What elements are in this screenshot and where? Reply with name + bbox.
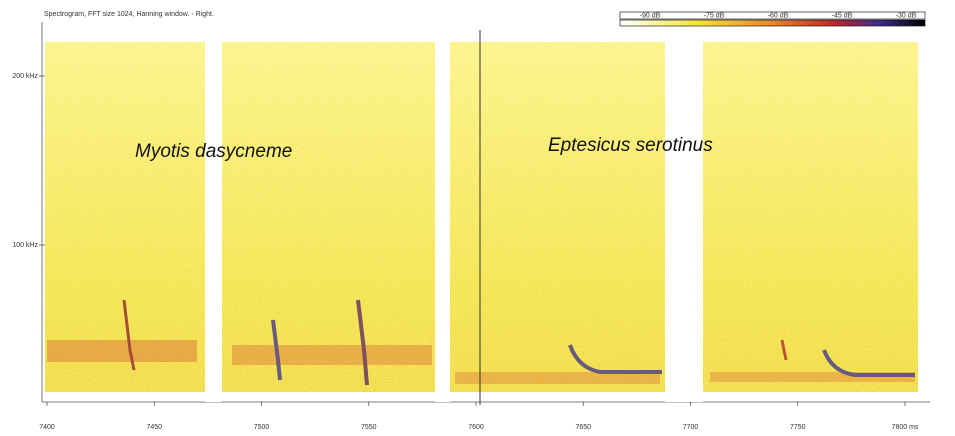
annotation: Myotis dasycneme xyxy=(135,141,292,162)
colorbar-label: -90 dB xyxy=(640,13,661,20)
page: {"header": {"title": "Spectrogram, FFT s… xyxy=(0,0,955,431)
x-tick-label: 7650 xyxy=(575,424,591,431)
y-tick-label: 100 kHz xyxy=(12,242,38,249)
y-tick-label: 200 kHz xyxy=(12,73,38,80)
x-tick-label: 7450 xyxy=(146,424,162,431)
colorbar-label: -75 dB xyxy=(704,13,725,20)
colorbar xyxy=(620,20,925,26)
colorbar-label: -45 dB xyxy=(832,13,853,20)
x-tick-label: 7600 xyxy=(468,424,484,431)
x-tick-label: 7400 xyxy=(39,424,55,431)
spectrogram xyxy=(45,30,918,402)
x-tick-label: 7500 xyxy=(254,424,270,431)
gap xyxy=(435,30,450,402)
title: Spectrogram, FFT size 1024, Hanning wind… xyxy=(44,11,214,18)
annotation: Eptesicus serotinus xyxy=(548,135,713,156)
colorbar-label: -60 dB xyxy=(768,13,789,20)
x-tick-label: 7700 xyxy=(683,424,699,431)
noise xyxy=(45,42,918,392)
gap xyxy=(205,30,222,402)
x-tick-label: 7550 xyxy=(361,424,377,431)
x-tick-label: 7750 xyxy=(790,424,806,431)
colorbar-label: -30 dB xyxy=(896,13,917,20)
spectrogram-window: Spectrogram, FFT size 1024, Hanning wind… xyxy=(0,0,955,431)
gap xyxy=(665,30,703,402)
x-tick-label: 7800 ms xyxy=(892,424,919,431)
